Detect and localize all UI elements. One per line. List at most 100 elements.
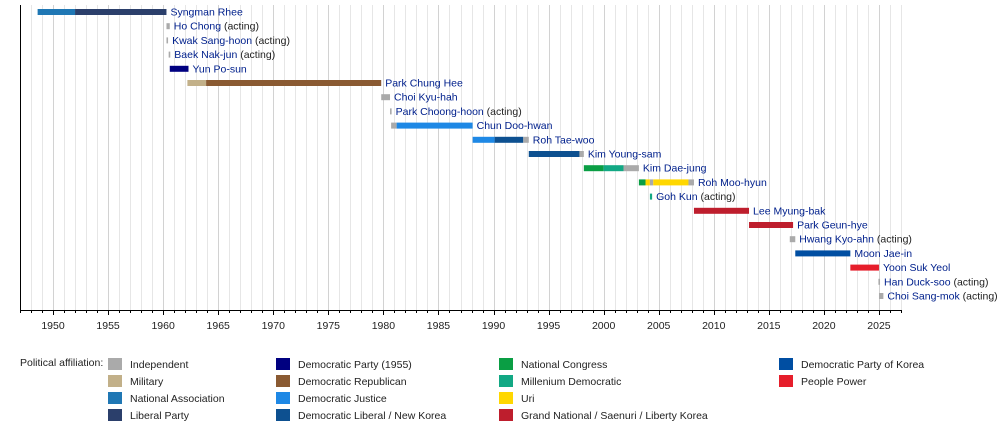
acting-note: (acting) xyxy=(951,276,989,288)
x-tick-label: 2010 xyxy=(702,320,726,332)
acting-note: (acting) xyxy=(698,191,736,203)
president-label[interactable]: Yun Po-sun xyxy=(192,63,246,75)
legend-label: Millenium Democratic xyxy=(521,376,621,388)
president-label[interactable]: Hwang Kyo-ahn (acting) xyxy=(799,234,912,246)
tenure-segment xyxy=(579,151,584,157)
legend: Political affiliation: Independent Milita… xyxy=(20,357,924,422)
president-label[interactable]: Kwak Sang-hoon (acting) xyxy=(172,35,290,47)
x-tick-label: 1995 xyxy=(537,320,561,332)
president-name[interactable]: Park Geun-hye xyxy=(797,220,868,232)
president-name[interactable]: Baek Nak-jun xyxy=(174,49,237,61)
legend-swatch xyxy=(276,392,290,404)
x-tick-label: 1960 xyxy=(151,320,175,332)
tenure-bars xyxy=(37,9,884,299)
president-name[interactable]: Kim Young-sam xyxy=(588,149,662,161)
gridlines xyxy=(20,5,902,310)
president-label[interactable]: Kim Dae-jung xyxy=(643,163,707,175)
legend-label: National Congress xyxy=(521,359,607,371)
legend-swatch xyxy=(276,358,290,370)
president-name[interactable]: Roh Moo-hyun xyxy=(698,177,767,189)
president-name[interactable]: Chun Doo-hwan xyxy=(477,120,553,132)
president-label[interactable]: Park Geun-hye xyxy=(797,220,868,232)
x-tick-label: 2005 xyxy=(647,320,671,332)
tenure-segment xyxy=(396,122,473,129)
president-name[interactable]: Roh Tae-woo xyxy=(533,134,595,146)
president-label[interactable]: Roh Tae-woo xyxy=(533,134,595,146)
legend-swatch xyxy=(108,392,122,404)
x-tick-label: 2015 xyxy=(757,320,781,332)
acting-note: (acting) xyxy=(221,21,259,33)
x-tick-label: 1965 xyxy=(207,320,231,332)
legend-swatch xyxy=(108,375,122,387)
president-name[interactable]: Moon Jae-in xyxy=(854,248,912,260)
president-name[interactable]: Hwang Kyo-ahn xyxy=(799,234,874,246)
legend-swatch xyxy=(108,358,122,370)
president-label[interactable]: Chun Doo-hwan xyxy=(477,120,553,132)
president-label[interactable]: Goh Kun (acting) xyxy=(656,191,735,203)
president-name[interactable]: Yoon Suk Yeol xyxy=(883,262,950,274)
president-label[interactable]: Han Duck-soo (acting) xyxy=(884,276,988,288)
president-label[interactable]: Roh Moo-hyun xyxy=(698,177,767,189)
legend-label: Liberal Party xyxy=(130,410,190,422)
tenure-segment xyxy=(168,51,171,58)
president-name[interactable]: Choi Sang-mok xyxy=(887,291,960,303)
tenure-segment xyxy=(169,65,189,72)
president-label[interactable]: Lee Myung-bak xyxy=(753,205,826,217)
x-tick-label: 2000 xyxy=(592,320,616,332)
president-label[interactable]: Choi Kyu-hah xyxy=(394,92,458,104)
president-name[interactable]: Ho Chong xyxy=(174,21,221,33)
president-name[interactable]: Lee Myung-bak xyxy=(753,205,826,217)
tenure-segment xyxy=(795,250,851,257)
president-name[interactable]: Choi Kyu-hah xyxy=(394,92,458,104)
president-label[interactable]: Syngman Rhee xyxy=(170,7,243,19)
president-label[interactable]: Choi Sang-mok (acting) xyxy=(887,291,997,303)
tenure-segment xyxy=(494,136,524,143)
tenure-segment xyxy=(391,122,397,129)
legend-label: Uri xyxy=(521,393,534,405)
x-tick-label: 2020 xyxy=(812,320,836,332)
tenure-segment xyxy=(166,37,169,44)
president-name[interactable]: Park Choong-hoon xyxy=(396,106,484,118)
tenure-segment xyxy=(850,264,879,271)
tenure-segment xyxy=(789,236,796,243)
legend-swatch xyxy=(276,375,290,387)
tenure-segment xyxy=(645,179,650,186)
legend-swatch xyxy=(779,375,793,387)
president-name[interactable]: Syngman Rhee xyxy=(170,7,243,19)
legend-label: Independent xyxy=(130,359,188,371)
president-label[interactable]: Park Choong-hoon (acting) xyxy=(396,106,522,118)
president-name[interactable]: Goh Kun xyxy=(656,191,698,203)
tenure-segment xyxy=(528,151,580,157)
legend-label: People Power xyxy=(801,376,867,388)
president-name[interactable]: Kwak Sang-hoon xyxy=(172,35,252,47)
legend-label: Democratic Liberal / New Korea xyxy=(298,410,446,422)
x-tick-label: 1975 xyxy=(317,320,341,332)
tenure-segment xyxy=(688,179,694,186)
acting-note: (acting) xyxy=(484,106,522,118)
president-labels: Syngman Rhee Ho Chong (acting) Kwak Sang-h… xyxy=(170,7,997,303)
legend-label: Democratic Party (1955) xyxy=(298,359,412,371)
president-name[interactable]: Yun Po-sun xyxy=(192,63,246,75)
president-label[interactable]: Ho Chong (acting) xyxy=(174,21,259,33)
tenure-segment xyxy=(390,108,392,115)
president-name[interactable]: Han Duck-soo xyxy=(884,276,951,288)
tenure-segment xyxy=(187,80,207,86)
legend-label: Grand National / Saenuri / Liberty Korea xyxy=(521,410,708,422)
legend-swatch xyxy=(499,375,513,387)
president-name[interactable]: Park Chung Hee xyxy=(385,78,463,90)
tenure-segment xyxy=(37,9,76,15)
president-name[interactable]: Kim Dae-jung xyxy=(643,163,707,175)
legend-swatch xyxy=(108,409,122,421)
president-label[interactable]: Baek Nak-jun (acting) xyxy=(174,49,275,61)
legend-label: Democratic Party of Korea xyxy=(801,359,924,371)
president-label[interactable]: Yoon Suk Yeol xyxy=(883,262,950,274)
president-label[interactable]: Park Chung Hee xyxy=(385,78,463,90)
legend-swatch xyxy=(499,409,513,421)
tenure-segment xyxy=(166,23,170,30)
president-label[interactable]: Moon Jae-in xyxy=(854,248,912,260)
tenure-segment xyxy=(649,179,654,186)
tenure-segment xyxy=(878,293,884,299)
legend-swatch xyxy=(779,358,793,370)
president-label[interactable]: Kim Young-sam xyxy=(588,149,662,161)
tenure-segment xyxy=(75,9,167,15)
